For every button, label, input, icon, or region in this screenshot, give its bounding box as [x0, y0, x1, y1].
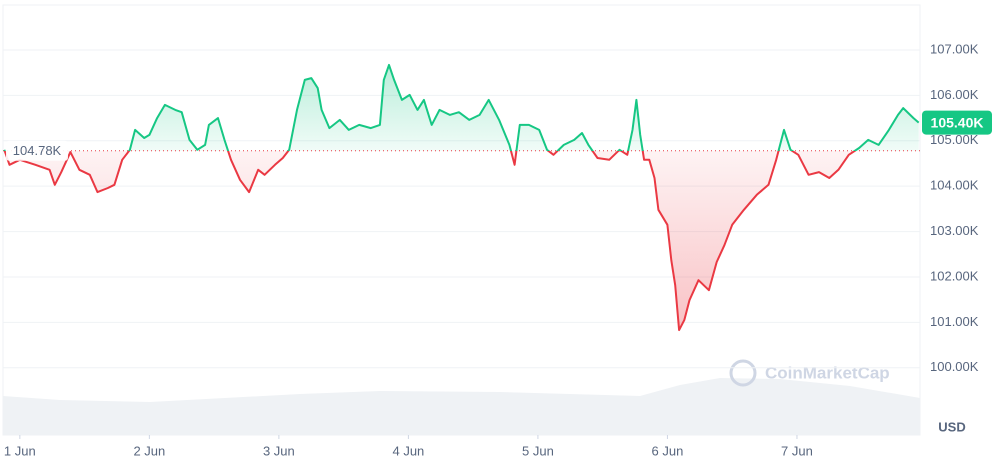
- price-line: [3, 63, 920, 332]
- x-tick-label: 4 Jun: [392, 443, 424, 457]
- y-tick-label: 100.00K: [930, 359, 979, 374]
- y-tick-label: 102.00K: [930, 268, 979, 283]
- x-tick-label: 7 Jun: [781, 443, 813, 457]
- y-tick-label: 101.00K: [930, 314, 979, 329]
- area-fill: [4, 64, 919, 331]
- watermark-text: CoinMarketCap: [765, 363, 890, 382]
- last-price-text: 105.40K: [931, 114, 984, 130]
- y-tick-label: 104.00K: [930, 178, 979, 193]
- x-tick-label: 2 Jun: [133, 443, 165, 457]
- x-tick-label: 1 Jun: [4, 443, 36, 457]
- y-tick-label: 107.00K: [930, 41, 979, 56]
- x-tick-label: 6 Jun: [652, 443, 684, 457]
- y-tick-label: 106.00K: [930, 87, 979, 102]
- y-tick-label: 103.00K: [930, 223, 979, 238]
- baseline-label-text: 104.78K: [13, 143, 62, 158]
- baseline-label-box: [6, 140, 68, 161]
- y-unit: USD: [938, 419, 965, 434]
- y-tick-label: 105.00K: [930, 132, 979, 147]
- volume-area: [3, 378, 920, 435]
- baseline-label: 104.78K: [6, 140, 68, 161]
- last-price-box: [922, 110, 992, 135]
- last-price-tag: 105.40K: [922, 110, 992, 135]
- x-tick-label: 5 Jun: [522, 443, 554, 457]
- x-tick-label: 3 Jun: [263, 443, 295, 457]
